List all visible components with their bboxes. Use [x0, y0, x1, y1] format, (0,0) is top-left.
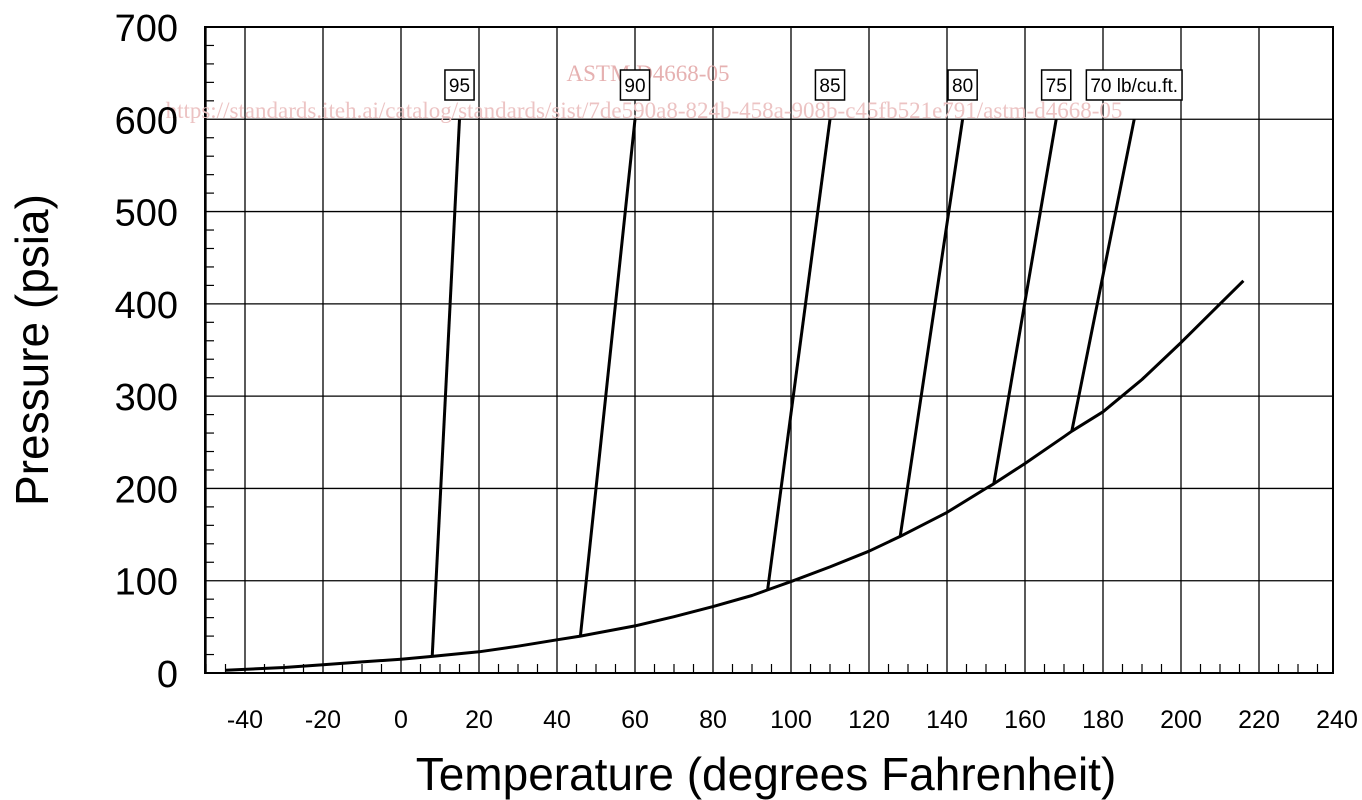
- density-line: [430, 119, 461, 657]
- x-tick-label: 180: [1082, 706, 1124, 734]
- saturation-curve: [225, 279, 1245, 672]
- series-label-box: [1040, 69, 1072, 101]
- density-line: [1070, 119, 1136, 432]
- x-tick-label: 240: [1316, 706, 1358, 734]
- x-tick-label: 160: [1004, 706, 1046, 734]
- density-line: [898, 119, 965, 537]
- watermark: ASTM D4668-05 https://standards.iteh.ai/…: [166, 61, 1123, 123]
- plot-area-frame: [204, 26, 1334, 674]
- y-tick-label: 100: [115, 562, 178, 604]
- series-labels: 95 90 85 80 75 70 lb/cu.ft.: [444, 69, 1183, 101]
- series-label: 85: [814, 69, 846, 101]
- y-tick-label: 500: [115, 193, 178, 235]
- density-line: [578, 119, 637, 637]
- x-axis-tick-labels: -40 -20 0 20 40 60 80 100 120 140 160 180 200 220 240: [227, 706, 1358, 734]
- series-label-text: 70 lb/cu.ft.: [1090, 76, 1178, 97]
- x-tick-label: -40: [227, 706, 263, 734]
- x-tick-label: 80: [699, 706, 727, 734]
- y-axis-title: Pressure (psia): [6, 194, 58, 506]
- x-tick-label: 0: [394, 706, 408, 734]
- x-tick-label: -20: [305, 706, 341, 734]
- series-label-text: 95: [449, 76, 470, 97]
- x-tick-label: 40: [543, 706, 571, 734]
- series-label-box: [619, 69, 651, 101]
- series-label-box: [1085, 69, 1183, 101]
- y-tick-label: 300: [115, 377, 178, 419]
- series-label-box: [947, 69, 978, 101]
- x-tick-label: 20: [465, 706, 493, 734]
- grid: [205, 27, 1333, 673]
- x-tick-label: 140: [926, 706, 968, 734]
- series-label: 95: [444, 69, 475, 101]
- x-tick-label: 100: [770, 706, 812, 734]
- series-label-text: 80: [952, 76, 973, 97]
- minor-ticks: [205, 44, 1319, 673]
- x-axis-title: Temperature (degrees Fahrenheit): [416, 748, 1117, 800]
- series-label-text: 85: [819, 76, 840, 97]
- series-label-text: 75: [1046, 76, 1067, 97]
- y-tick-label: 400: [115, 285, 178, 327]
- watermark-url: https://standards.iteh.ai/catalog/standa…: [166, 98, 1123, 123]
- series-label-box: [814, 69, 846, 101]
- series: [225, 119, 1245, 672]
- y-tick-label: 600: [115, 100, 178, 142]
- x-tick-label: 120: [848, 706, 890, 734]
- series-label: 70 lb/cu.ft.: [1085, 69, 1183, 101]
- series-label: 75: [1040, 69, 1072, 101]
- y-tick-label: 200: [115, 469, 178, 511]
- y-tick-label: 0: [157, 654, 178, 696]
- density-line: [992, 119, 1058, 485]
- x-tick-label: 220: [1238, 706, 1280, 734]
- x-tick-label: 60: [621, 706, 649, 734]
- series-label-box: [444, 69, 475, 101]
- series-label-text: 90: [624, 76, 645, 97]
- y-axis-tick-labels: 0 100 200 300 400 500 600 700: [115, 8, 178, 696]
- density-line: [766, 119, 832, 591]
- series-label: 80: [947, 69, 978, 101]
- series-label: 90: [619, 69, 651, 101]
- y-tick-label: 700: [115, 8, 178, 50]
- x-tick-label: 200: [1160, 706, 1202, 734]
